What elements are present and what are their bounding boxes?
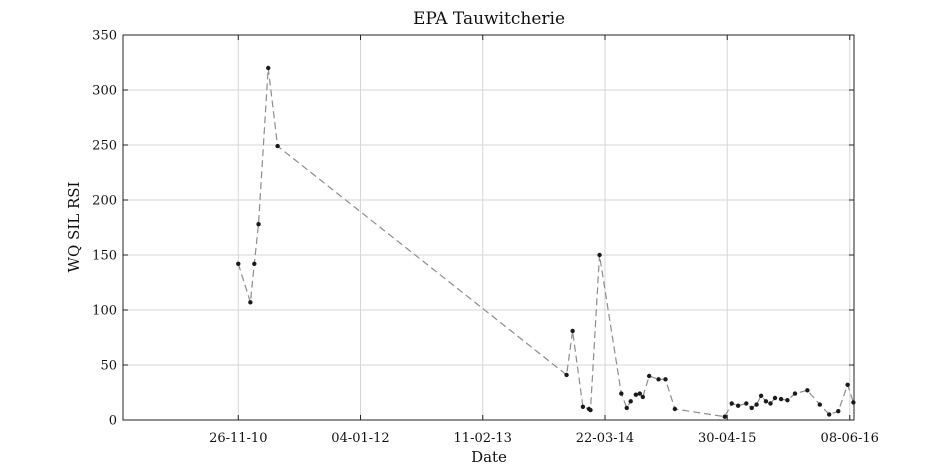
data-point — [754, 402, 759, 407]
data-point — [744, 401, 749, 406]
chart-title: EPA Tauwitcherie — [413, 9, 565, 29]
data-point — [597, 252, 602, 258]
data-point — [763, 399, 769, 404]
data-point — [749, 405, 754, 411]
data-points — [236, 65, 856, 419]
y-tick-label: 50 — [100, 359, 117, 374]
data-point — [580, 404, 586, 409]
data-point — [256, 222, 261, 227]
data-point — [656, 377, 661, 382]
data-point — [252, 261, 257, 266]
x-axis: 26-11-10 04-01-12 11-02-13 22-03-14 30-04-15… — [209, 35, 879, 446]
x-tick-label: 30-04-15 — [698, 431, 756, 446]
data-point — [637, 391, 642, 396]
series-line — [237, 67, 854, 418]
data-point — [851, 400, 856, 405]
data-point — [570, 328, 575, 334]
data-point — [248, 300, 253, 305]
data-point — [722, 414, 728, 419]
y-tick-label: 250 — [92, 139, 117, 154]
data-point — [758, 393, 764, 398]
data-point — [805, 388, 810, 393]
data-point — [836, 409, 841, 414]
data-point — [663, 377, 668, 382]
data-point — [236, 261, 241, 266]
data-point — [772, 395, 778, 401]
data-point — [266, 65, 271, 71]
data-point — [735, 403, 741, 408]
x-tick-label: 04-01-12 — [331, 431, 389, 446]
data-point — [826, 412, 832, 417]
data-point — [628, 399, 633, 404]
y-axis-label: WQ SIL RSI — [65, 181, 83, 272]
data-point — [785, 398, 790, 403]
x-axis-label: Date — [471, 448, 507, 466]
data-point — [778, 396, 784, 402]
data-point — [619, 391, 624, 396]
y-tick-label: 150 — [92, 249, 117, 264]
y-tick-label: 200 — [92, 194, 117, 209]
data-point — [817, 402, 823, 407]
data-point — [845, 382, 850, 387]
data-point — [768, 401, 773, 406]
x-tick-label: 26-11-10 — [209, 431, 267, 446]
data-point — [646, 373, 652, 379]
y-tick-label: 100 — [92, 304, 117, 319]
plot-frame — [122, 34, 855, 421]
y-tick-label: 350 — [92, 29, 117, 44]
data-point — [275, 143, 280, 149]
data-point — [640, 394, 646, 400]
data-point — [729, 401, 734, 406]
data-point — [624, 405, 629, 411]
data-point — [633, 392, 639, 397]
data-point — [564, 372, 569, 378]
y-tick-label: 0 — [109, 414, 117, 429]
data-point — [588, 407, 593, 413]
data-point — [672, 406, 678, 412]
grid-layer — [123, 34, 854, 421]
y-axis: 0 50 100 150 200 250 300 350 — [92, 29, 854, 429]
x-tick-label: 08-06-16 — [821, 431, 879, 446]
y-tick-label: 300 — [92, 84, 117, 99]
x-tick-label: 22-03-14 — [576, 431, 634, 446]
x-tick-label: 11-02-13 — [454, 431, 512, 446]
data-point — [792, 391, 798, 396]
